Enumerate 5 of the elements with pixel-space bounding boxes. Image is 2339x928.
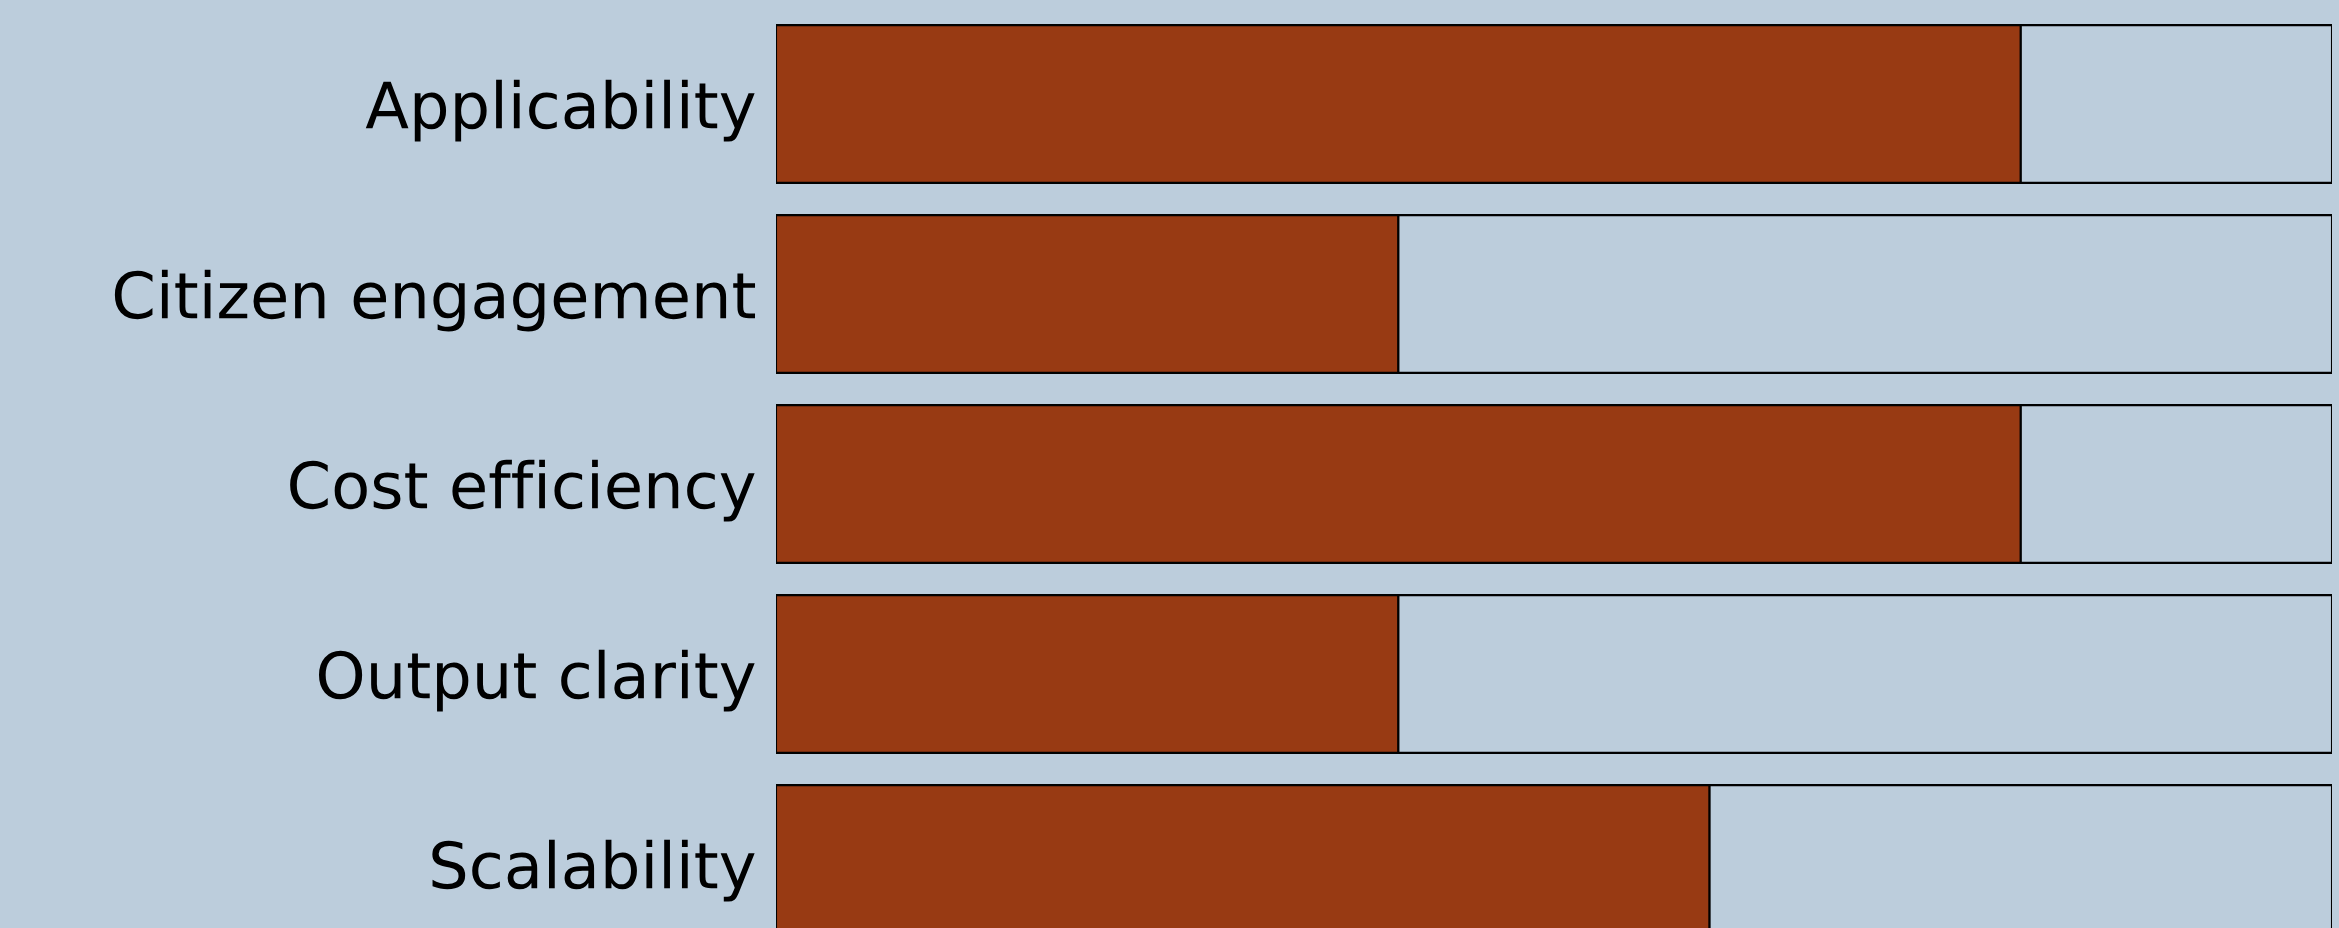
y-tick-label: Output clarity bbox=[319, 649, 755, 712]
y-tick-label: Citizen engagement bbox=[114, 269, 756, 332]
y-tick-label: Scalability bbox=[432, 839, 755, 902]
y-tick-label: Cost efficiency bbox=[290, 459, 755, 522]
y-tick-label: Applicability bbox=[365, 79, 755, 142]
